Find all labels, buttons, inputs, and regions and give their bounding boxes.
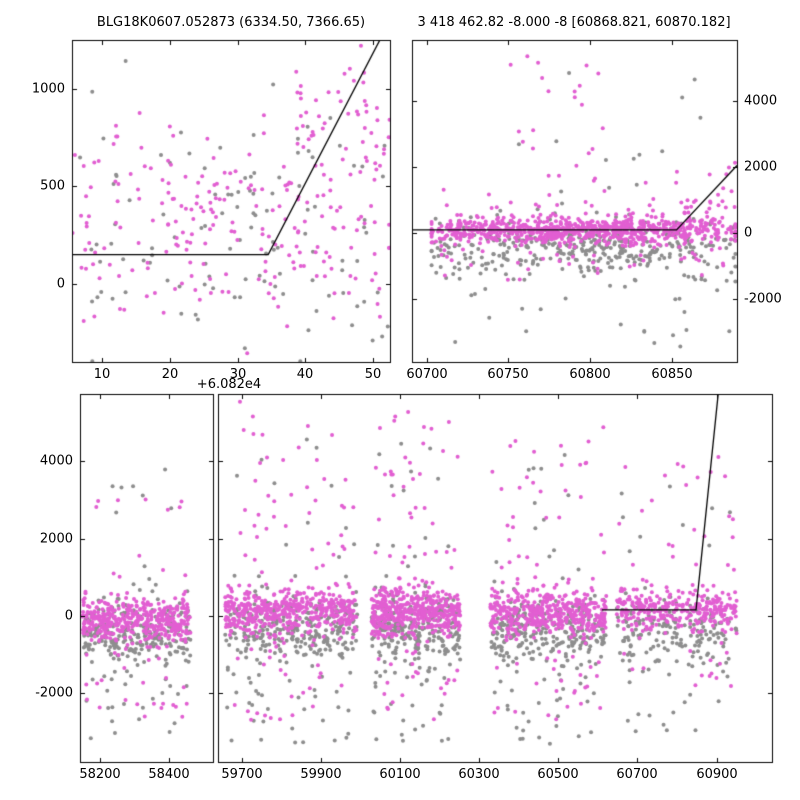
x-tick-label-60500: 60500 — [537, 767, 579, 782]
x-tick-label-60800: 60800 — [569, 367, 611, 382]
y-tick-label--2000: -2000 — [35, 685, 73, 701]
x-axis-offset-label: +6.082e4 — [196, 377, 262, 392]
x-tick-label-60300: 60300 — [458, 767, 500, 782]
x-tick-label-60750: 60750 — [487, 367, 529, 382]
x-tick-label-60900: 60900 — [696, 767, 738, 782]
x-tick-label-59900: 59900 — [300, 767, 342, 782]
y-tick-label--2000: -2000 — [744, 291, 782, 307]
panel1-title: BLG18K0607.052873 (6334.50, 7366.65) — [96, 15, 366, 30]
x-tick-label-30: 30 — [229, 367, 247, 382]
y-tick-label-2000: 2000 — [744, 159, 778, 175]
x-tick-label-58200: 58200 — [79, 767, 121, 782]
x-tick-label-40: 40 — [296, 367, 314, 382]
y-tick-label-0: 0 — [56, 276, 65, 292]
x-tick-label-10: 10 — [93, 367, 111, 382]
x-tick-label-50: 50 — [364, 367, 382, 382]
y-tick-label-4000: 4000 — [39, 453, 73, 469]
y-tick-label-1000: 1000 — [31, 81, 65, 97]
x-tick-label-60100: 60100 — [379, 767, 421, 782]
x-tick-label-60700: 60700 — [406, 367, 448, 382]
y-tick-label-2000: 2000 — [39, 531, 73, 547]
y-tick-label-0: 0 — [744, 225, 753, 241]
y-tick-label-0: 0 — [64, 608, 73, 624]
y-tick-label-4000: 4000 — [744, 93, 778, 109]
x-tick-label-60850: 60850 — [651, 367, 693, 382]
x-tick-label-59700: 59700 — [221, 767, 263, 782]
x-tick-label-60700: 60700 — [616, 767, 658, 782]
panel2-title: 3 418 462.82 -8.000 -8 [60868.821, 60870… — [417, 15, 731, 30]
x-tick-label-20: 20 — [161, 367, 179, 382]
x-tick-label-58400: 58400 — [148, 767, 190, 782]
y-tick-label-500: 500 — [40, 178, 65, 194]
